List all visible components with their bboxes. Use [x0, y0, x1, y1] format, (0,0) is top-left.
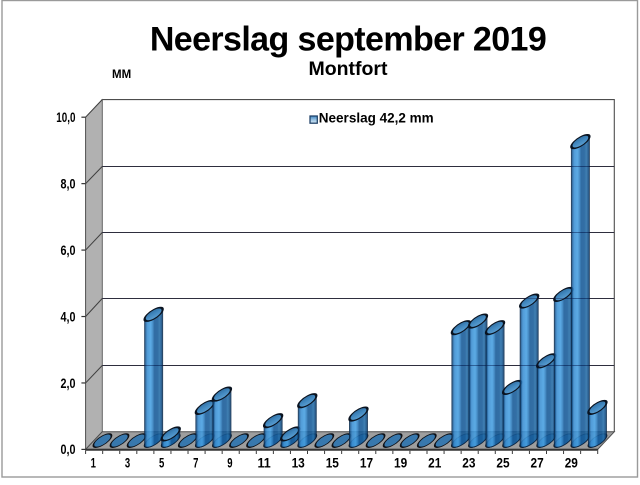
svg-text:5: 5: [159, 454, 164, 470]
svg-text:25: 25: [496, 454, 509, 470]
svg-text:15: 15: [326, 454, 339, 470]
svg-text:13: 13: [292, 454, 305, 470]
svg-text:10,0: 10,0: [56, 110, 75, 125]
svg-text:11: 11: [257, 454, 270, 470]
svg-text:9: 9: [227, 454, 232, 470]
svg-text:4,0: 4,0: [61, 309, 76, 324]
svg-text:Neerslag september 2019: Neerslag september 2019: [150, 21, 546, 59]
svg-text:8,0: 8,0: [61, 176, 76, 191]
svg-text:2,0: 2,0: [61, 376, 76, 391]
svg-text:17: 17: [360, 454, 373, 470]
svg-text:3: 3: [125, 454, 130, 470]
svg-text:27: 27: [531, 454, 544, 470]
svg-text:29: 29: [565, 454, 578, 470]
svg-text:MM: MM: [112, 69, 131, 81]
svg-text:Montfort: Montfort: [308, 58, 388, 80]
svg-text:21: 21: [428, 454, 441, 470]
svg-text:0,0: 0,0: [61, 442, 76, 457]
svg-text:Neerslag 42,2 mm: Neerslag 42,2 mm: [319, 111, 434, 126]
svg-text:19: 19: [394, 454, 407, 470]
svg-text:23: 23: [462, 454, 475, 470]
svg-text:7: 7: [193, 454, 198, 470]
svg-text:6,0: 6,0: [61, 243, 76, 258]
svg-text:1: 1: [91, 454, 96, 470]
